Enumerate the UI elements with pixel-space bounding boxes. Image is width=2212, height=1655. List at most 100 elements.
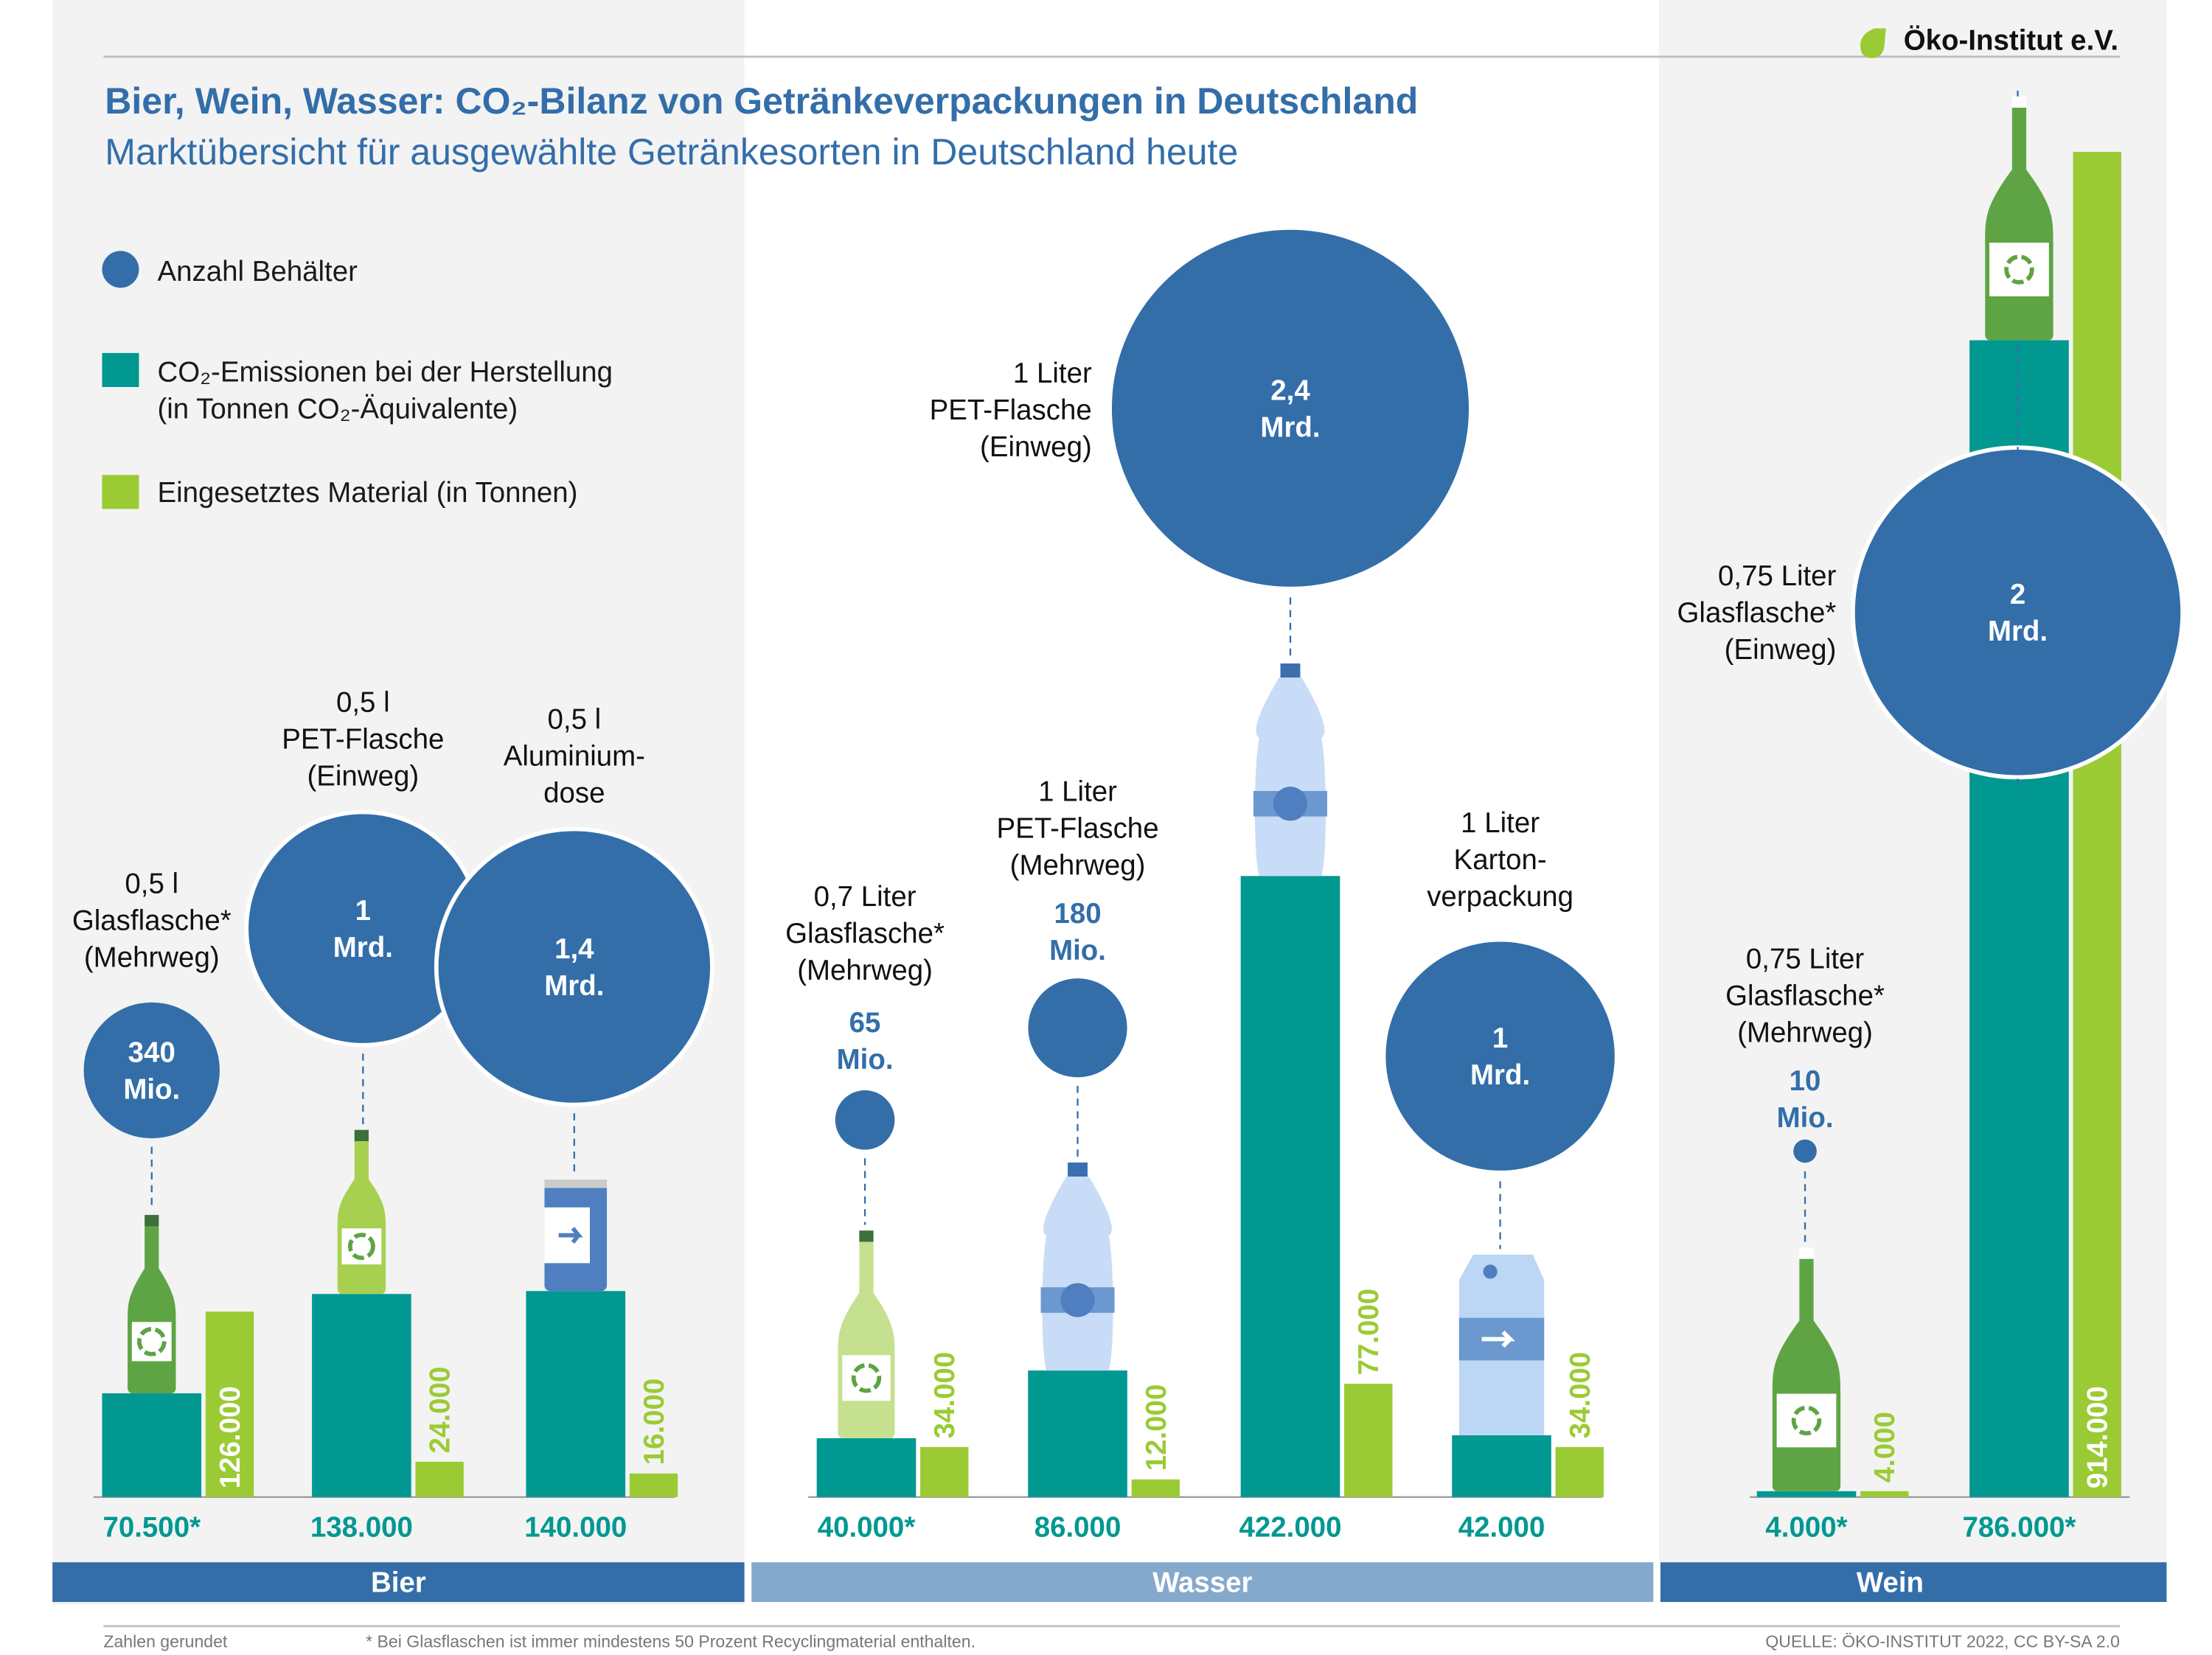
container-type-label: 1 Liter PET-Flasche (Mehrweg) xyxy=(996,776,1158,882)
category-bier xyxy=(52,1562,745,1603)
container-count-label: 340 Mio. xyxy=(123,1036,180,1105)
material-value-label: 4.000 xyxy=(1869,1412,1901,1482)
container-type-line: (Mehrweg) xyxy=(1737,1017,1873,1048)
wine-reusable-bottle-icon xyxy=(1772,1247,1841,1491)
container-count-line: 1 xyxy=(355,895,371,927)
container-type-label: 0,5 l Aluminium-dose xyxy=(504,703,645,809)
category-label-wein: Wein xyxy=(1857,1567,1924,1599)
footer-note-glass: * Bei Glasflaschen ist immer mindestens … xyxy=(366,1632,975,1651)
container-count-circle xyxy=(1381,937,1619,1175)
co2-value-label: 70.500* xyxy=(102,1512,201,1544)
container-type-line: (Mehrweg) xyxy=(1010,850,1146,882)
container-count-label: 180 Mio. xyxy=(1049,898,1106,966)
container-type-line: PET-Flasche xyxy=(282,723,444,755)
container-count-label: 1,4 Mrd. xyxy=(544,933,604,1002)
legend: Anzahl Behälter CO₂-Emissionen bei der H… xyxy=(102,251,613,509)
co2-bar xyxy=(312,1294,411,1497)
material-bar xyxy=(205,1311,254,1497)
co2-value-label: 422.000 xyxy=(1239,1512,1342,1544)
material-bar xyxy=(415,1461,464,1497)
container-type-label: 1 Liter Karton-verpackung xyxy=(1427,807,1573,913)
bottle-cap xyxy=(2011,96,2027,108)
material-value-label: 12.000 xyxy=(1141,1384,1172,1471)
co2-value-label: 138.000 xyxy=(310,1512,413,1544)
category-bar: Bier Wasser Wein xyxy=(52,1562,2167,1603)
container-count-line: Mrd. xyxy=(333,932,393,964)
container-type-line: PET-Flasche xyxy=(996,813,1158,845)
co2-bar xyxy=(526,1291,626,1497)
container-type-label: 0,75 Liter Glasflasche* (Einweg) xyxy=(1677,560,1837,666)
container-type-line: 1 Liter xyxy=(1038,776,1117,808)
bottle-cap xyxy=(354,1129,369,1142)
container-type-line: 0,75 Liter xyxy=(1718,560,1837,592)
glass-water-bottle-icon xyxy=(838,1230,895,1438)
container-count-label: 10 Mio. xyxy=(1777,1065,1834,1134)
logo-text: Öko-Institut e.V. xyxy=(1904,24,2118,56)
co2-value-label: 86.000 xyxy=(1034,1512,1121,1544)
co2-value-label: 42.000 xyxy=(1458,1512,1545,1544)
material-bar xyxy=(1555,1446,1604,1497)
container-count-line: Mio. xyxy=(1049,935,1106,966)
material-bar xyxy=(1131,1479,1180,1497)
carton-icon xyxy=(1458,1254,1545,1435)
material-value-label: 34.000 xyxy=(1565,1352,1596,1439)
material-bar xyxy=(2073,151,2121,1497)
material-value-label: 16.000 xyxy=(639,1379,670,1466)
bottle-label xyxy=(1989,243,2049,296)
co2-bar xyxy=(1240,876,1340,1497)
co2-value-label: 140.000 xyxy=(524,1512,627,1544)
legend-co2-line1: CO₂-Emissionen bei der Herstellung xyxy=(157,356,613,388)
container-count-line: Mio. xyxy=(837,1044,894,1076)
recycle-icon xyxy=(2004,254,2034,285)
bottle-cap xyxy=(1280,663,1301,678)
container-type-line: Karton- xyxy=(1454,844,1547,876)
container-type-line: (Einweg) xyxy=(1725,634,1837,666)
bottle-body xyxy=(1042,1177,1113,1371)
co2-bar xyxy=(1756,1491,1857,1497)
container-count-line: 340 xyxy=(128,1036,175,1068)
container-type-label: 1 Liter PET-Flasche (Einweg) xyxy=(930,358,1092,463)
container-type-label: 0,5 l Glasflasche* (Mehrweg) xyxy=(72,868,232,974)
container-type-line: PET-Flasche xyxy=(930,394,1092,426)
carton-cap xyxy=(1483,1264,1498,1279)
container-count-circle xyxy=(1107,226,1473,591)
container-count-label: 1 Mrd. xyxy=(333,895,393,964)
category-wein xyxy=(1660,1562,2167,1603)
material-value-label: 914.000 xyxy=(2082,1386,2114,1488)
wine-oneway-bottle-icon xyxy=(1985,96,2053,341)
container-type-line: Glasflasche* xyxy=(1725,980,1885,1011)
container-count-line: Mrd. xyxy=(544,970,604,1002)
bottle-cap xyxy=(145,1215,159,1227)
container-count-circle xyxy=(1028,978,1127,1078)
page-subtitle: Marktübersicht für ausgewählte Getränkes… xyxy=(105,131,1238,173)
arrow-icon xyxy=(1481,1330,1516,1348)
container-type-line: Glasflasche* xyxy=(72,905,232,937)
pet-beer-bottle-icon xyxy=(337,1129,386,1295)
container-type-line: (Mehrweg) xyxy=(84,942,220,974)
legend-material: Eingesetztes Material (in Tonnen) xyxy=(157,477,577,509)
material-value-label: 24.000 xyxy=(425,1367,456,1454)
can-lid xyxy=(544,1180,608,1188)
bottle-cap xyxy=(1068,1162,1088,1177)
co2-value-label: 4.000* xyxy=(1765,1512,1847,1544)
label-badge-icon xyxy=(1273,787,1308,821)
container-count-line: Mio. xyxy=(1777,1102,1834,1134)
container-type-line: Glasflasche* xyxy=(1677,597,1837,629)
material-value-label: 126.000 xyxy=(215,1386,246,1488)
category-label-bier: Bier xyxy=(371,1567,426,1599)
container-count-line: 180 xyxy=(1054,898,1101,930)
container-count-line: 2 xyxy=(2010,579,2025,610)
category-wasser xyxy=(751,1562,1654,1603)
container-type-line: 1 Liter xyxy=(1461,807,1540,839)
container-type-line: (Mehrweg) xyxy=(797,955,933,986)
recycle-icon xyxy=(347,1233,375,1261)
co2-bar xyxy=(1028,1370,1127,1497)
legend-teal-square-icon xyxy=(102,352,139,387)
aluminium-can-icon xyxy=(544,1180,608,1292)
container-type-line: (Einweg) xyxy=(307,760,419,792)
container-count-circle xyxy=(1793,1139,1817,1163)
container-count-circle xyxy=(434,826,714,1107)
bottle-label xyxy=(842,1355,891,1401)
container-type-label: 0,75 Liter Glasflasche* (Mehrweg) xyxy=(1725,943,1885,1048)
container-type-line: dose xyxy=(543,777,605,809)
